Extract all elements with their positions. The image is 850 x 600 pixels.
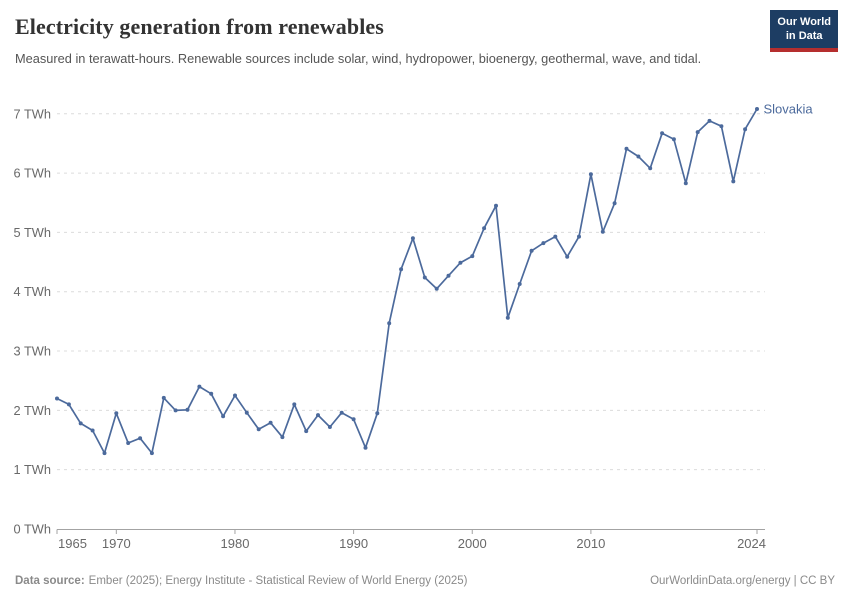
data-point: [90, 428, 95, 433]
data-point: [422, 275, 427, 280]
data-point: [339, 410, 344, 415]
data-point: [600, 229, 605, 234]
data-point: [256, 427, 261, 432]
page-title: Electricity generation from renewables: [15, 14, 384, 39]
x-tick-label: 1970: [102, 536, 131, 551]
owid-logo: Our World in Data: [770, 10, 838, 52]
data-point: [434, 286, 439, 291]
data-point: [387, 321, 392, 326]
data-point: [636, 154, 641, 159]
data-point: [612, 201, 617, 206]
data-point: [185, 407, 190, 412]
data-point: [553, 234, 558, 239]
x-tick-label: 2024: [737, 536, 766, 551]
data-point: [671, 137, 676, 142]
data-point: [161, 395, 166, 400]
data-point: [268, 420, 273, 425]
data-point: [517, 282, 522, 286]
data-point: [66, 402, 71, 407]
chart-footer: Data source: Ember (2025); Energy Institu…: [15, 575, 835, 587]
x-tick-label: 2010: [576, 536, 605, 551]
data-point: [565, 254, 570, 259]
x-tick-label: 2000: [458, 536, 487, 551]
data-point: [755, 107, 759, 111]
data-point: [743, 127, 748, 132]
data-point: [660, 131, 665, 136]
x-tick-label: 1980: [221, 536, 250, 551]
y-tick-label: 7 TWh: [14, 106, 51, 121]
data-point: [458, 260, 463, 265]
data-point: [494, 203, 498, 208]
data-point: [280, 435, 285, 440]
data-point: [719, 124, 724, 129]
x-tick-label: 1965: [58, 536, 87, 551]
data-point: [695, 130, 700, 135]
data-point: [173, 408, 178, 413]
data-point: [470, 254, 475, 259]
y-tick-label: 0 TWh: [14, 522, 51, 537]
data-point: [351, 417, 356, 422]
data-source-text: Ember (2025); Energy Institute - Statist…: [88, 575, 468, 587]
data-point: [683, 181, 688, 186]
data-point: [292, 402, 297, 407]
data-point: [114, 411, 119, 416]
data-source: Data source: Ember (2025); Energy Institu…: [15, 575, 467, 587]
data-point: [588, 172, 593, 177]
y-tick-label: 5 TWh: [14, 225, 51, 240]
data-point: [221, 414, 226, 419]
credit-line: OurWorldinData.org/energy | CC BY: [650, 575, 835, 587]
data-point: [624, 146, 629, 151]
data-point: [197, 384, 202, 389]
y-tick-label: 2 TWh: [14, 403, 51, 418]
chart-subtitle: Measured in terawatt-hours. Renewable so…: [15, 51, 702, 66]
data-source-label: Data source:: [15, 575, 85, 587]
data-point: [577, 234, 581, 239]
owid-logo-line1: Our World: [777, 16, 831, 28]
y-tick-label: 1 TWh: [14, 462, 51, 477]
owid-logo-line2: in Data: [785, 30, 823, 43]
data-point: [126, 441, 131, 445]
data-point: [304, 429, 309, 434]
x-tick-label: 1990: [339, 536, 368, 551]
data-point: [731, 179, 736, 184]
data-point: [102, 451, 107, 456]
y-tick-label: 6 TWh: [14, 166, 51, 181]
y-tick-label: 3 TWh: [14, 344, 51, 359]
data-point: [541, 241, 546, 246]
data-point: [327, 425, 332, 429]
data-point: [505, 315, 510, 320]
line-chart: 0 TWh 1 TWh 2 TWh 3 TWh 4 TWh 5 TWh 6 TWh 7 TWh…: [14, 102, 814, 551]
data-point: [149, 451, 154, 456]
data-point: [529, 248, 534, 253]
y-tick-label: 4 TWh: [14, 284, 51, 299]
data-point: [399, 267, 404, 272]
data-point: [78, 421, 83, 426]
data-point: [707, 118, 712, 123]
data-point: [138, 436, 143, 441]
data-point: [648, 166, 653, 171]
data-point: [316, 413, 320, 418]
data-point: [363, 445, 368, 450]
data-line: [56, 108, 758, 454]
data-point: [446, 273, 451, 278]
data-point: [482, 226, 487, 231]
series-end-label: Slovakia: [764, 102, 814, 117]
data-point: [233, 393, 237, 398]
data-point: [55, 396, 59, 401]
data-point: [375, 411, 380, 416]
data-point: [244, 410, 249, 415]
data-point: [410, 236, 415, 241]
data-point: [209, 391, 214, 396]
